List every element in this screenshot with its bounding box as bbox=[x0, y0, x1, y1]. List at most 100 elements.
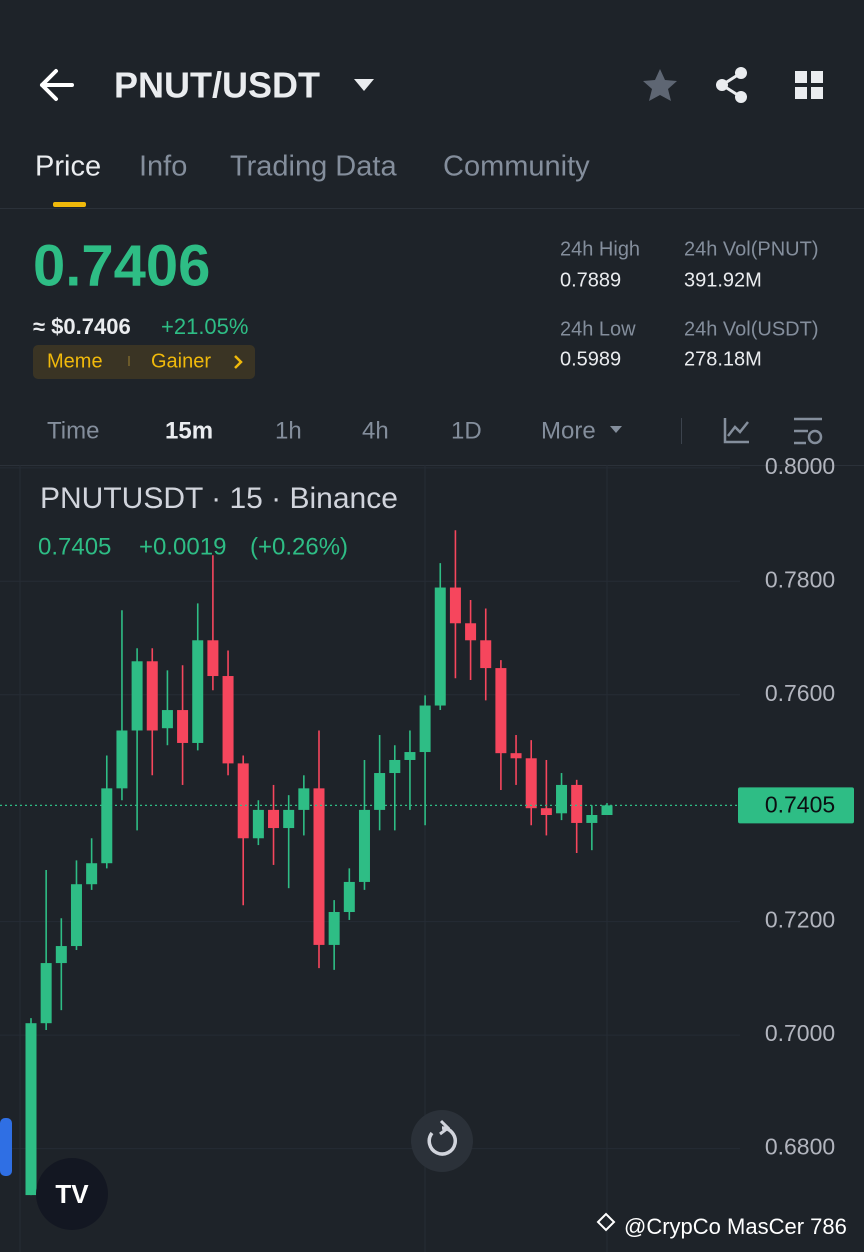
pair-title[interactable]: PNUT/USDT bbox=[114, 65, 320, 106]
y-tick-label: 0.7200 bbox=[765, 907, 835, 933]
reset-icon bbox=[439, 1119, 451, 1136]
candle-body bbox=[525, 758, 537, 809]
legend-close: 0.7405 bbox=[38, 533, 111, 560]
tradingview-logo-text: TV bbox=[55, 1179, 89, 1209]
last-price-label: 0.7405 bbox=[765, 791, 835, 817]
candle-body bbox=[298, 788, 310, 810]
share-button[interactable] bbox=[716, 67, 747, 103]
tab[interactable]: Info bbox=[139, 151, 187, 183]
candle-body bbox=[495, 668, 507, 754]
candle-body bbox=[556, 784, 568, 814]
favorite-star[interactable] bbox=[643, 69, 677, 101]
candle-body bbox=[25, 1023, 37, 1196]
y-tick-label: 0.7000 bbox=[765, 1020, 835, 1046]
candle-body bbox=[480, 640, 492, 669]
indicator-button[interactable] bbox=[723, 418, 749, 444]
y-tick-label: 0.7600 bbox=[765, 680, 835, 706]
candle-body bbox=[161, 710, 173, 729]
candle-body bbox=[101, 788, 113, 864]
reset-icon bbox=[427, 1126, 457, 1156]
candle-body bbox=[131, 661, 143, 731]
candle-body bbox=[328, 912, 340, 945]
legend-change-pct: (+0.26%) bbox=[250, 533, 348, 560]
candle-body bbox=[358, 809, 370, 882]
tag-arrow bbox=[234, 355, 243, 369]
usd-price: ≈ $0.7406 bbox=[33, 314, 131, 339]
stat-label: 24h Vol(USDT) bbox=[684, 318, 819, 340]
tag-separator bbox=[128, 356, 130, 366]
tag-box[interactable] bbox=[33, 345, 255, 379]
tag[interactable]: Gainer bbox=[151, 350, 211, 372]
candle-body bbox=[237, 763, 249, 839]
side-handle[interactable] bbox=[0, 1118, 12, 1176]
candle-body bbox=[571, 784, 583, 823]
tab[interactable]: Community bbox=[443, 151, 590, 183]
watermark: @CrypCo MasCer 786 bbox=[624, 1214, 847, 1239]
candle-body bbox=[146, 661, 158, 731]
candle-body bbox=[222, 676, 234, 764]
candle-body bbox=[192, 640, 204, 743]
stat-label: 24h Vol(PNUT) bbox=[684, 238, 819, 260]
candle-body bbox=[86, 863, 98, 885]
back-button[interactable] bbox=[40, 69, 74, 101]
divider bbox=[0, 465, 864, 466]
candle-body bbox=[283, 809, 295, 829]
reset-button[interactable] bbox=[411, 1110, 473, 1172]
interval[interactable]: Time bbox=[47, 417, 99, 444]
interval[interactable]: 4h bbox=[362, 417, 389, 444]
candle-body bbox=[252, 809, 264, 839]
candle-body bbox=[268, 809, 280, 829]
candle-body bbox=[313, 788, 325, 945]
legend-change: +0.0019 bbox=[139, 533, 226, 560]
pair-caret[interactable] bbox=[354, 79, 374, 91]
candle-body bbox=[601, 805, 613, 816]
candle-body bbox=[540, 808, 552, 816]
candle-body bbox=[70, 884, 82, 947]
tab[interactable]: Trading Data bbox=[230, 151, 397, 183]
candle-body bbox=[207, 640, 219, 677]
grid-menu[interactable] bbox=[795, 71, 823, 99]
price-change: +21.05% bbox=[161, 314, 248, 339]
candle-body bbox=[374, 773, 386, 810]
candle-body bbox=[343, 881, 355, 913]
candle-body bbox=[465, 623, 477, 641]
candle-body bbox=[55, 946, 67, 964]
stat-label: 24h Low bbox=[560, 318, 636, 340]
candle-body bbox=[177, 710, 189, 743]
stat-label: 24h High bbox=[560, 238, 640, 260]
stat-value: 391.92M bbox=[684, 269, 762, 291]
candle-body bbox=[40, 963, 52, 1024]
candle-body bbox=[510, 753, 522, 759]
last-price-tag bbox=[738, 787, 854, 824]
candle-body bbox=[404, 752, 416, 760]
stat-value: 0.5989 bbox=[560, 348, 621, 370]
last-price: 0.7406 bbox=[33, 233, 210, 298]
y-tick-label: 0.6800 bbox=[765, 1134, 835, 1160]
candle-body bbox=[586, 815, 598, 823]
candle-body bbox=[389, 759, 401, 774]
tab-indicator bbox=[53, 202, 86, 207]
watermark-icon bbox=[596, 1212, 616, 1232]
divider bbox=[0, 208, 864, 209]
tab[interactable]: Price bbox=[35, 151, 101, 183]
chart: 0.6800 0.7000 0.7200 0.7600 0.7800 0.8000 0.74… bbox=[0, 453, 854, 1252]
interval[interactable]: 15m bbox=[165, 417, 213, 444]
stat-value: 278.18M bbox=[684, 348, 762, 370]
separator bbox=[681, 418, 682, 444]
settings-button[interactable] bbox=[794, 417, 823, 445]
tag[interactable]: Meme bbox=[47, 350, 103, 372]
chart-title: PNUTUSDT · 15 · Binance bbox=[40, 482, 398, 515]
candle-body bbox=[116, 730, 128, 789]
candle-body bbox=[449, 587, 461, 624]
y-tick-label: 0.8000 bbox=[765, 453, 835, 479]
interval[interactable]: More bbox=[541, 417, 596, 444]
candle-body bbox=[434, 587, 446, 706]
more-caret bbox=[610, 426, 622, 433]
interval[interactable]: 1D bbox=[451, 417, 482, 444]
interval[interactable]: 1h bbox=[275, 417, 302, 444]
candle-body bbox=[419, 705, 431, 753]
y-tick-label: 0.7800 bbox=[765, 566, 835, 592]
tradingview-logo[interactable] bbox=[36, 1158, 108, 1230]
